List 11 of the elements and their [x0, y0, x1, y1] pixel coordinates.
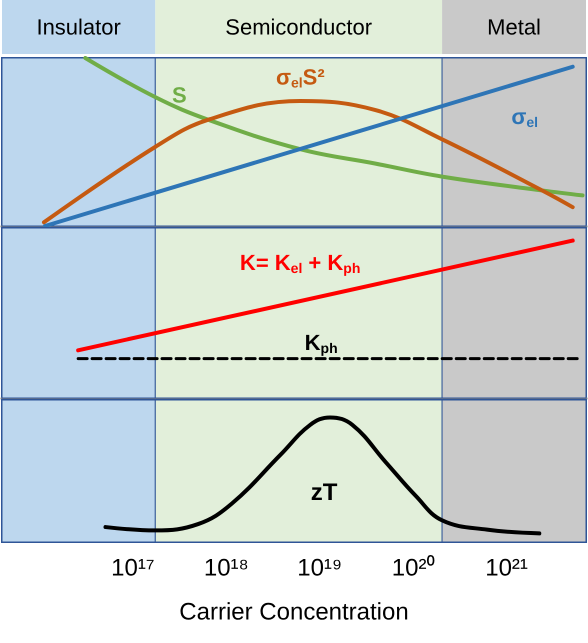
x-tick-label: 10¹⁹ [297, 554, 342, 582]
x-axis-title: Carrier Concentration [179, 598, 409, 626]
band-label: Insulator [36, 14, 121, 40]
band-label: Metal [487, 14, 541, 40]
series-label: S [172, 82, 187, 108]
x-tick-label: 10²⁰ [392, 554, 434, 582]
series-label: zT [310, 478, 338, 506]
band-label: Semiconductor [225, 14, 372, 40]
x-tick-label: 10¹⁸ [204, 554, 249, 582]
x-tick-label: 10¹⁷ [111, 554, 155, 582]
x-tick-label: 10²¹ [485, 554, 528, 582]
